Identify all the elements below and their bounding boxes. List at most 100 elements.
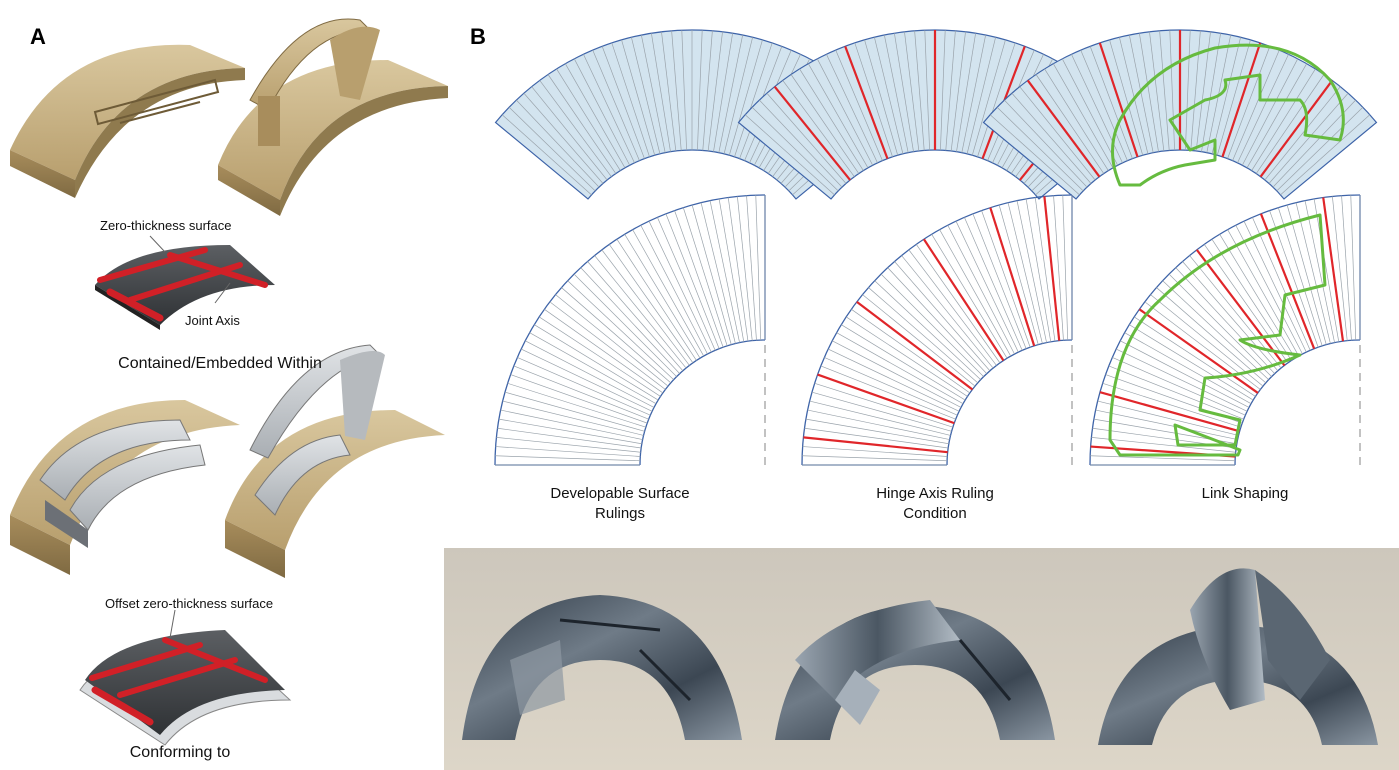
ruling-line [1313,198,1340,342]
ruling-line [1095,409,1238,440]
panel-a-illustrations [10,18,448,746]
ruling-line [1116,348,1248,412]
panel-letter-b: B [470,24,486,49]
ruling-line [1053,195,1064,341]
fan-bottom-rulings [494,194,766,466]
ruling-line [961,35,986,153]
ruling-line [1168,273,1272,377]
ruling-line [1080,49,1128,161]
ruling-line [1190,30,1201,151]
ruling-line [525,340,655,408]
ruling-line [521,348,653,412]
ruling-line [583,54,635,163]
ruling-line [766,93,847,184]
ruling-line [802,446,948,457]
ruling-line [746,195,757,341]
ruling-line [1204,244,1289,364]
ruling-line [826,54,878,163]
ruling-line [580,267,680,374]
ruling-line [718,35,743,153]
caption-link-shaping: Link Shaping [1201,485,1289,502]
ruling-line [811,391,952,432]
ruling-line [632,229,705,357]
ruling-line [1304,200,1335,343]
ruling-line [1129,35,1154,153]
ruling-line [495,455,641,462]
ruling-line [1255,74,1325,174]
ruling-line [671,30,682,151]
ruling-line [1089,46,1133,159]
hinge-ruling [1259,79,1334,178]
ruling-line [601,46,645,159]
ruling-line [864,39,899,156]
ruling-line [504,391,645,432]
caption-hinge-line2: Condition [903,505,967,522]
caption-hinge-axis: Hinge Axis Ruling Condition [835,484,1035,524]
ruling-line [507,382,646,428]
hinge-ruling [1138,308,1259,394]
ruling-line [611,42,650,157]
ruling-line [759,99,843,188]
hinge-ruling [1195,249,1286,367]
hinge-ruling [1026,79,1101,178]
ruling-line [924,30,930,151]
ruling-line [814,382,953,428]
ruling-line [1243,221,1307,353]
ruling-line [513,365,649,420]
ruling-line [940,30,946,151]
ruling-line [846,316,968,397]
ruling-line [531,86,608,181]
ruling-line [713,33,733,152]
caption-conforming-to: Conforming to [129,744,231,761]
ruling-line [1124,332,1252,405]
ruling-line [1219,234,1296,359]
ruling-line [1237,54,1289,163]
ruling-line [816,58,873,166]
photo-half-open [752,548,1075,770]
gold-bracket-open [218,18,448,216]
ruling-line [734,42,773,157]
ruling-line [868,287,979,384]
ruling-line [832,340,962,408]
ruling-line [567,280,674,380]
ruling-line [1185,30,1191,151]
ruling-line [744,114,835,196]
offset-surface-diagram [79,609,292,746]
hinge-ruling [922,238,1005,362]
ruling-line [594,255,687,369]
ruling-line [508,107,596,192]
ruling-line [661,31,677,152]
ruling-line [799,68,864,171]
ruling-line [1044,68,1109,171]
ruling-line [964,217,1023,351]
ruling-line [1007,202,1043,344]
link-outline [1111,43,1345,187]
ruling-line [1332,196,1348,341]
ruling-line [894,33,914,152]
ruling-line [836,332,964,405]
ruling-line [862,294,976,387]
fan-top-link-shaping [982,29,1378,200]
ruling-line [989,114,1080,196]
ruling-line [880,273,984,377]
ruling-line [851,309,971,394]
ruling-line [939,229,1012,357]
ruling-line [1246,63,1307,169]
ruling-line [709,200,740,343]
hinge-ruling [989,207,1036,347]
hinge-ruling [1099,391,1240,433]
ruling-line [737,196,753,341]
ruling-line [1235,225,1303,355]
ruling-line [804,427,949,449]
ruling-line [651,33,671,152]
ruling-line [1242,58,1299,166]
callout-zero-thickness-surface: Zero-thickness surface [100,218,232,233]
ruling-line [1211,239,1292,361]
ruling-line [841,324,966,401]
ruling-line [529,332,657,405]
ruling-line [573,273,677,377]
ruling-line [1227,229,1300,357]
ruling-line [1195,31,1211,152]
ruling-line [702,30,713,151]
ruling-line [1097,400,1239,436]
